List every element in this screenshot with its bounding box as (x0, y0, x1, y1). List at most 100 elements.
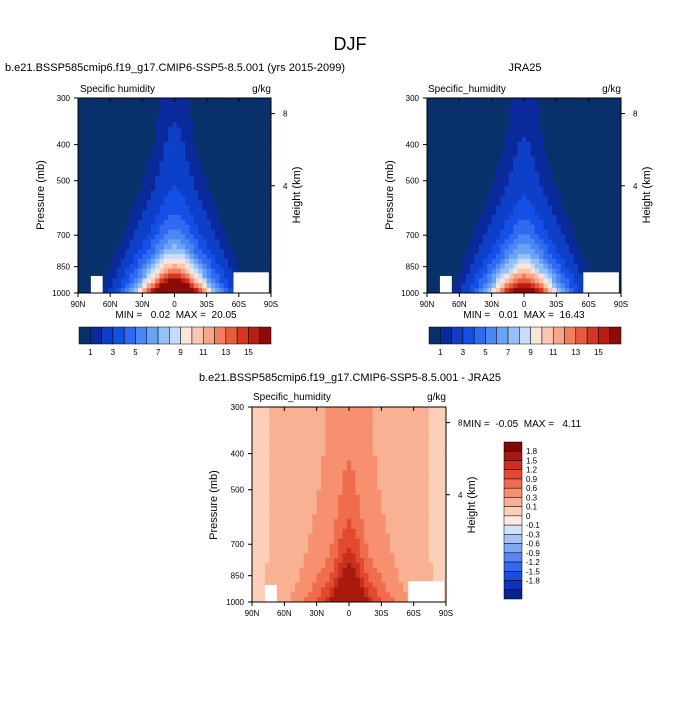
field-cell (561, 161, 566, 166)
field-cell (312, 495, 317, 500)
field-cell (181, 186, 186, 191)
field-cell (134, 161, 139, 166)
field-cell (134, 98, 139, 103)
field-cell (274, 436, 279, 441)
field-cell (604, 239, 609, 244)
field-cell (258, 239, 263, 244)
field-cell (461, 113, 466, 118)
field-cell (381, 446, 386, 451)
field-cell (505, 127, 510, 132)
field-cell (518, 225, 523, 230)
field-cell (82, 186, 87, 191)
field-cell (330, 509, 335, 514)
field-cell (256, 431, 261, 436)
field-cell (138, 152, 143, 157)
field-cell (125, 113, 130, 118)
field-cell (548, 176, 553, 181)
field-cell (168, 283, 173, 288)
field-cell (317, 519, 322, 524)
field-cell (256, 466, 261, 471)
field-cell (134, 215, 139, 220)
field-cell (427, 239, 432, 244)
field-cell (325, 441, 330, 446)
field-cell (215, 166, 220, 171)
field-cell (343, 412, 348, 417)
field-cell (457, 186, 462, 191)
field-cell (321, 500, 326, 505)
field-cell (543, 264, 548, 269)
field-cell (599, 244, 604, 249)
field-cell (569, 161, 574, 166)
field-cell (431, 103, 436, 108)
field-cell (608, 152, 613, 157)
field-cell (95, 171, 100, 176)
field-cell (265, 427, 270, 432)
field-cell (312, 480, 317, 485)
field-cell (440, 113, 445, 118)
field-cell (565, 220, 570, 225)
field-cell (453, 122, 458, 127)
field-cell (377, 431, 382, 436)
field-cell (108, 264, 113, 269)
field-cell (360, 466, 365, 471)
field-cell (228, 196, 233, 201)
field-cell (104, 269, 109, 274)
field-cell (185, 210, 190, 215)
field-cell (108, 239, 113, 244)
field-cell (232, 157, 237, 162)
field-cell (295, 451, 300, 456)
field-cell (177, 210, 182, 215)
field-cell (125, 230, 130, 235)
field-cell (368, 524, 373, 529)
field-cell (364, 534, 369, 539)
field-cell (470, 147, 475, 152)
field-cell (470, 113, 475, 118)
field-cell (215, 191, 220, 196)
field-cell (177, 230, 182, 235)
field-cell (565, 210, 570, 215)
field-cell (420, 480, 425, 485)
field-cell (181, 200, 186, 205)
field-cell (155, 249, 160, 254)
field-cell (202, 249, 207, 254)
field-cell (151, 171, 156, 176)
field-cell (479, 171, 484, 176)
field-cell (138, 230, 143, 235)
field-cell (526, 264, 531, 269)
field-cell (215, 186, 220, 191)
field-cell (343, 534, 348, 539)
field-cell (587, 200, 592, 205)
field-cell (95, 127, 100, 132)
field-cell (211, 269, 216, 274)
field-cell (403, 529, 408, 534)
field-cell (433, 475, 438, 480)
field-cell (299, 417, 304, 422)
field-cell (612, 196, 617, 201)
field-cell (211, 157, 216, 162)
terrain-mask (233, 272, 268, 293)
field-cell (582, 157, 587, 162)
field-cell (168, 122, 173, 127)
field-cell (87, 283, 92, 288)
field-cell (582, 147, 587, 152)
field-cell (269, 470, 274, 475)
field-cell (261, 436, 266, 441)
field-cell (552, 113, 557, 118)
field-cell (325, 514, 330, 519)
field-cell (474, 205, 479, 210)
field-cell (399, 495, 404, 500)
field-cell (269, 417, 274, 422)
field-cell (112, 278, 117, 283)
field-cell (399, 480, 404, 485)
field-cell (500, 142, 505, 147)
field-cell (108, 191, 113, 196)
field-cell (427, 186, 432, 191)
field-cell (595, 205, 600, 210)
y-tick-label: 850 (57, 263, 71, 272)
field-cell (104, 235, 109, 240)
field-cell (599, 176, 604, 181)
field-cell (457, 142, 462, 147)
field-cell (151, 122, 156, 127)
field-cell (164, 176, 169, 181)
